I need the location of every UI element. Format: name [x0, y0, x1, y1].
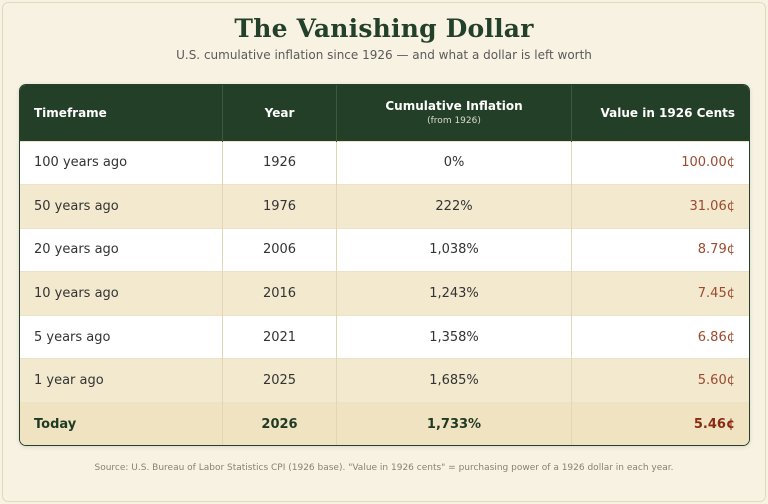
cell-value: 5.60¢ [571, 358, 749, 403]
cell-timeframe: 5 years ago [20, 314, 223, 359]
cell-year: 1926 [222, 140, 337, 185]
page-title: The Vanishing Dollar [234, 14, 534, 43]
cell-value: 6.86¢ [571, 314, 749, 359]
column-header-inflation: Cumulative Inflation (from 1926) [336, 85, 572, 141]
cell-year: 2006 [222, 227, 337, 272]
cell-value: 5.46¢ [571, 402, 749, 445]
cell-inflation: 1,358% [336, 314, 572, 359]
table-row: 50 years ago 1976 222% 31.06¢ [20, 184, 749, 229]
cell-value: 8.79¢ [571, 227, 749, 272]
cell-timeframe: 20 years ago [20, 227, 223, 272]
column-header-value: Value in 1926 Cents [600, 105, 735, 120]
cell-timeframe: Today [20, 402, 223, 445]
inflation-table: Timeframe Year Cumulative Inflation (fro… [19, 84, 750, 446]
cell-year: 2026 [222, 402, 337, 445]
cell-inflation: 222% [336, 184, 572, 229]
table-row: 5 years ago 2021 1,358% 6.86¢ [20, 314, 749, 359]
cell-timeframe: 100 years ago [20, 140, 223, 185]
cell-value: 31.06¢ [571, 184, 749, 229]
cell-timeframe: 50 years ago [20, 184, 223, 229]
cell-year: 2025 [222, 358, 337, 403]
table-row: 1 year ago 2025 1,685% 5.60¢ [20, 358, 749, 403]
cell-timeframe: 10 years ago [20, 271, 223, 316]
cell-inflation: 1,038% [336, 227, 572, 272]
column-header-timeframe: Timeframe [20, 85, 223, 141]
cell-year: 1976 [222, 184, 337, 229]
table-row: 10 years ago 2016 1,243% 7.45¢ [20, 271, 749, 316]
page-subtitle: U.S. cumulative inflation since 1926 — a… [176, 48, 592, 62]
column-header-inflation-sublabel: (from 1926) [427, 116, 481, 127]
cell-timeframe: 1 year ago [20, 358, 223, 403]
column-header-inflation-label: Cumulative Inflation [385, 99, 523, 114]
table-row-today: Today 2026 1,733% 5.46¢ [20, 402, 749, 445]
cell-value: 100.00¢ [571, 140, 749, 185]
cell-inflation: 1,733% [336, 402, 572, 445]
table-header-row: Timeframe Year Cumulative Inflation (fro… [20, 85, 749, 141]
cell-value: 7.45¢ [571, 271, 749, 316]
table-row: 100 years ago 1926 0% 100.00¢ [20, 140, 749, 185]
table-row: 20 years ago 2006 1,038% 8.79¢ [20, 227, 749, 272]
column-header-year: Year [222, 85, 337, 141]
cell-year: 2021 [222, 314, 337, 359]
source-footnote: Source: U.S. Bureau of Labor Statistics … [94, 463, 674, 473]
cell-inflation: 0% [336, 140, 572, 185]
cell-inflation: 1,243% [336, 271, 572, 316]
cell-inflation: 1,685% [336, 358, 572, 403]
cell-year: 2016 [222, 271, 337, 316]
